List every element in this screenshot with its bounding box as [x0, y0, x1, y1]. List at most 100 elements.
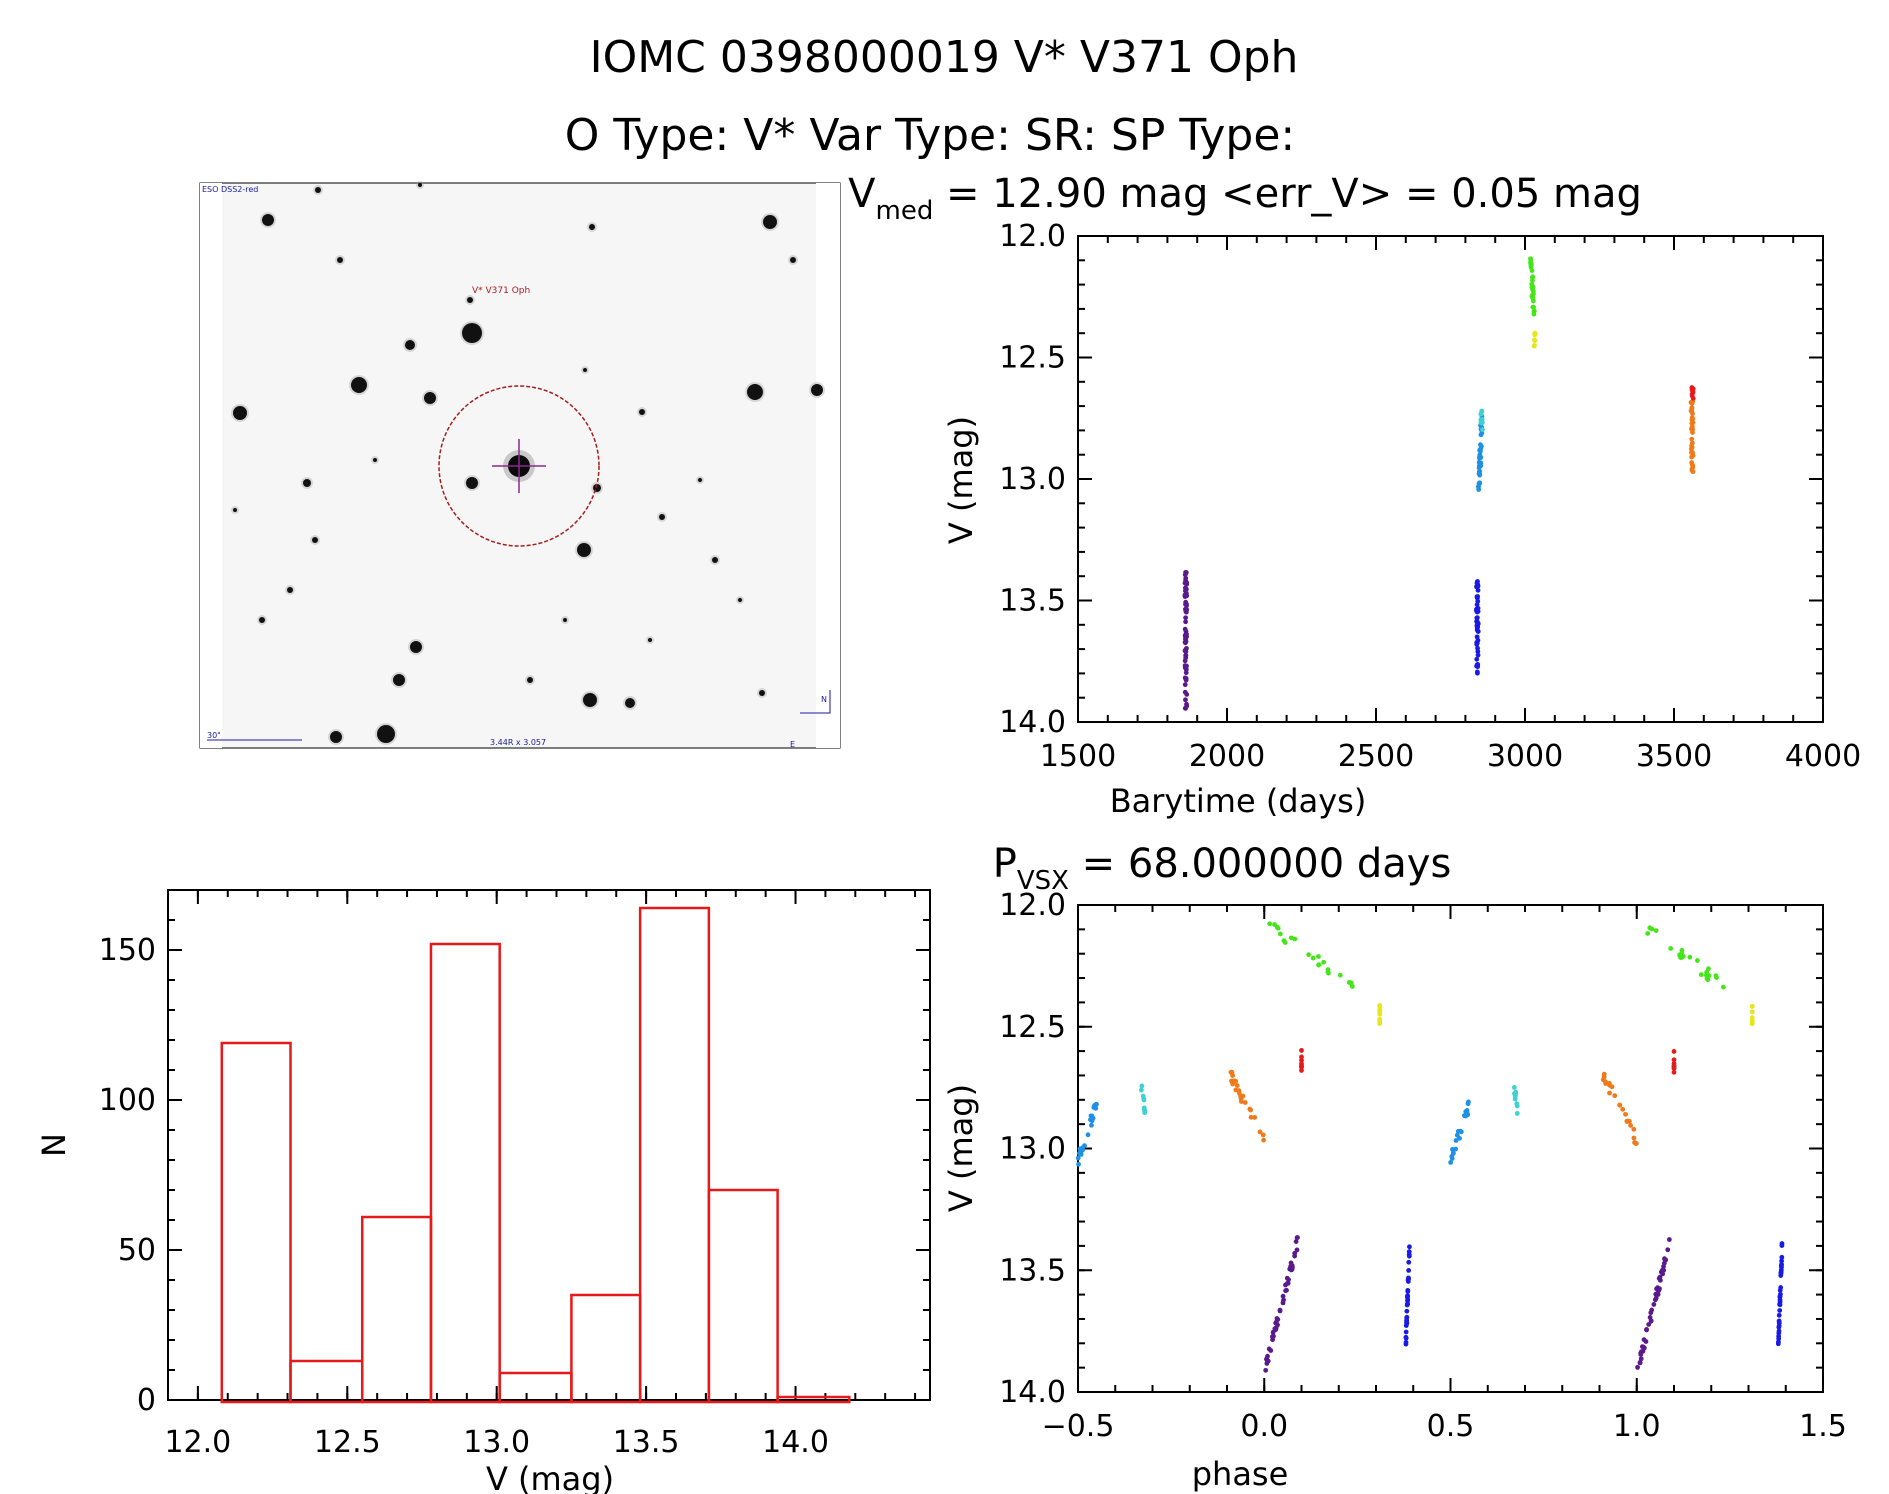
phased-point [1646, 1322, 1652, 1327]
lc-point [1182, 626, 1188, 632]
hist-xtick-label: 12.0 [164, 1425, 231, 1460]
phased-point [1631, 1126, 1637, 1132]
phased-point [1288, 1260, 1294, 1266]
phased-xtick-label: 1.5 [1799, 1409, 1847, 1444]
phased-point [1644, 1327, 1649, 1333]
phased-point [1294, 1235, 1300, 1241]
phased-point [1602, 1079, 1608, 1085]
phased-ytick-label: 13.5 [999, 1253, 1066, 1288]
phased-point [1776, 1319, 1782, 1324]
phased-ytick-label: 14.0 [999, 1375, 1066, 1410]
star [583, 693, 597, 707]
lc-point [1183, 601, 1188, 607]
star [747, 384, 763, 400]
phased-point [1316, 962, 1321, 968]
phased-point [1284, 1287, 1289, 1293]
phased-point [1239, 1099, 1244, 1104]
phased-point [1406, 1275, 1411, 1281]
phased-ytick-label: 12.5 [999, 1010, 1066, 1045]
star [589, 224, 595, 230]
lc-point [1183, 653, 1189, 658]
star [738, 598, 742, 602]
phased-point [1721, 984, 1726, 990]
phased-point [1453, 1138, 1459, 1143]
phased-point [1661, 1260, 1667, 1266]
phased-point [1292, 1253, 1298, 1259]
phased-point [1687, 954, 1693, 960]
lc-point [1529, 268, 1535, 273]
star [233, 508, 237, 512]
star [330, 731, 342, 743]
lc-ytick-label: 13.0 [999, 462, 1066, 497]
phased-point [1407, 1244, 1412, 1250]
page-title: IOMC 0398000019 V* V371 Oph [590, 32, 1299, 83]
lc-point [1478, 420, 1484, 426]
hist-bar [429, 942, 501, 1404]
lc-point [1689, 436, 1695, 442]
phased-point [1606, 1080, 1612, 1086]
lc-point [1474, 663, 1480, 669]
hist-ytick-label: 150 [99, 933, 156, 968]
lc-point [1182, 592, 1188, 598]
phased-point [1277, 1308, 1283, 1314]
phased-ylabel: V (mag) [942, 1084, 980, 1212]
lc-point [1531, 304, 1537, 310]
phased-point [1511, 1085, 1517, 1090]
phased-point [1139, 1083, 1145, 1089]
phased-point [1377, 1016, 1383, 1022]
hist-frame [167, 889, 931, 1401]
hist-ytick-label: 100 [99, 1083, 156, 1118]
phased-axes: −0.5 0.0 0.5 1.0 1.5 12.0 12.5 13.0 13.5 14.0 [999, 888, 1847, 1444]
phased-point [1633, 1141, 1639, 1146]
phased-point [1292, 936, 1298, 942]
phased-point [1247, 1106, 1253, 1112]
phased-point [1660, 1271, 1666, 1277]
lc-point [1478, 442, 1483, 448]
phased-point [1453, 1146, 1458, 1152]
phased-point [1448, 1160, 1454, 1165]
star [659, 514, 665, 520]
lc-point [1531, 311, 1537, 317]
lc-point [1689, 408, 1695, 414]
phased-point [1628, 1123, 1633, 1128]
phased-point [1514, 1103, 1520, 1109]
phased-point [1310, 955, 1316, 961]
lc-title: Vmed = 12.90 mag <err_V> = 0.05 mag [848, 171, 1642, 226]
star [811, 384, 823, 396]
star [337, 257, 343, 263]
star [648, 638, 652, 642]
phased-point [1631, 1135, 1637, 1141]
lc-point [1183, 637, 1189, 643]
phased-point [1662, 1257, 1668, 1262]
phased-point [1406, 1267, 1412, 1273]
lc-ylabel: V (mag) [942, 416, 980, 544]
lc-point [1183, 633, 1189, 639]
phased-point [1286, 1277, 1291, 1283]
lc-ytick-label: 14.0 [999, 705, 1066, 740]
phased-point [1776, 1323, 1782, 1329]
phased-xtick-label: 1.0 [1613, 1409, 1661, 1444]
lc-point [1477, 447, 1483, 453]
lc-point [1474, 608, 1479, 614]
phased-point [1457, 1135, 1462, 1141]
phased-point [1714, 975, 1719, 980]
phased-point [1405, 1297, 1411, 1302]
hist-bar [289, 1359, 364, 1404]
phased-point [1405, 1301, 1410, 1307]
star [462, 323, 482, 343]
lc-xtick-label: 1500 [1040, 739, 1116, 774]
phased-ytick-label: 13.0 [999, 1132, 1066, 1167]
phased-point [1778, 1273, 1784, 1278]
star [377, 725, 395, 743]
phased-point [1404, 1308, 1410, 1314]
phased-ytick-label: 12.0 [999, 888, 1066, 923]
phased-point [1666, 1237, 1672, 1242]
phased-point [1643, 1339, 1649, 1344]
lc-point [1183, 615, 1189, 621]
finder-right-strip [816, 183, 840, 748]
phased-point [1463, 1113, 1468, 1119]
lc-point [1184, 663, 1189, 669]
phased-point [1094, 1101, 1099, 1107]
phased-point [1638, 1356, 1644, 1362]
phased-point [1637, 1360, 1643, 1366]
